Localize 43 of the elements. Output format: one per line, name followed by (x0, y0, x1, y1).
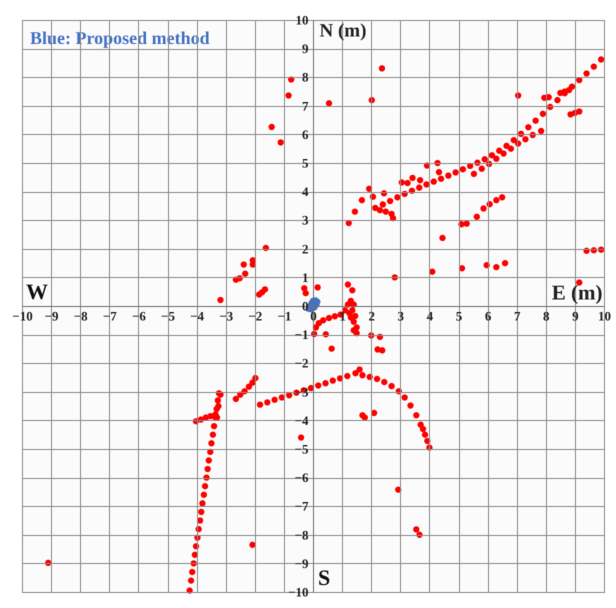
y-tick-label: 5 (302, 156, 309, 170)
x-tick-label: −10 (12, 308, 33, 324)
x-tick-label: 6 (484, 308, 492, 324)
y-tick-label: 8 (302, 70, 309, 85)
x-tick-label: −4 (190, 308, 205, 324)
y-tick-label: −7 (294, 498, 309, 514)
x-tick-label: 9 (572, 308, 580, 324)
annotation: S (318, 565, 330, 590)
annotation: W (26, 279, 48, 304)
x-tick-label: −8 (74, 308, 88, 324)
y-tick-label: 7 (302, 98, 309, 114)
x-tick-label: −9 (44, 308, 60, 324)
x-tick-label: 4 (426, 308, 434, 324)
x-tick-label: −3 (219, 308, 234, 324)
y-tick-label: 3 (302, 212, 309, 228)
x-tick-label: −1 (277, 308, 292, 324)
y-tick-label: −8 (294, 527, 309, 542)
y-tick-label: −6 (294, 470, 309, 486)
y-tick-label: −4 (294, 412, 309, 428)
x-tick-label: 2 (368, 308, 375, 324)
x-tick-label: 3 (398, 308, 405, 324)
x-tick-label: 5 (456, 308, 463, 324)
x-tick-label: −5 (161, 308, 176, 324)
x-axis-title: E (m) (552, 280, 602, 304)
x-tick-label: −7 (102, 308, 118, 324)
y-tick-label: −10 (288, 584, 308, 600)
y-axis-title: N (m) (320, 20, 366, 42)
y-tick-label: −5 (294, 442, 309, 456)
y-tick-label: 6 (302, 126, 309, 142)
x-tick-label: −6 (132, 308, 146, 324)
y-tick-label: 1 (302, 270, 308, 285)
y-tick-label: −2 (294, 356, 308, 371)
x-tick-label: 1 (339, 308, 346, 324)
x-tick-label: −2 (248, 308, 262, 324)
y-tick-label: 9 (302, 41, 309, 56)
x-tick-label: 7 (514, 308, 521, 324)
x-tick-label: 10 (598, 308, 611, 324)
x-tick-label: 8 (543, 308, 550, 324)
y-tick-label: 4 (302, 184, 309, 200)
y-tick-label: 2 (302, 241, 308, 256)
y-tick-label: 10 (296, 12, 308, 28)
y-tick-label: −9 (294, 556, 309, 571)
y-tick-label: −1 (294, 327, 308, 342)
